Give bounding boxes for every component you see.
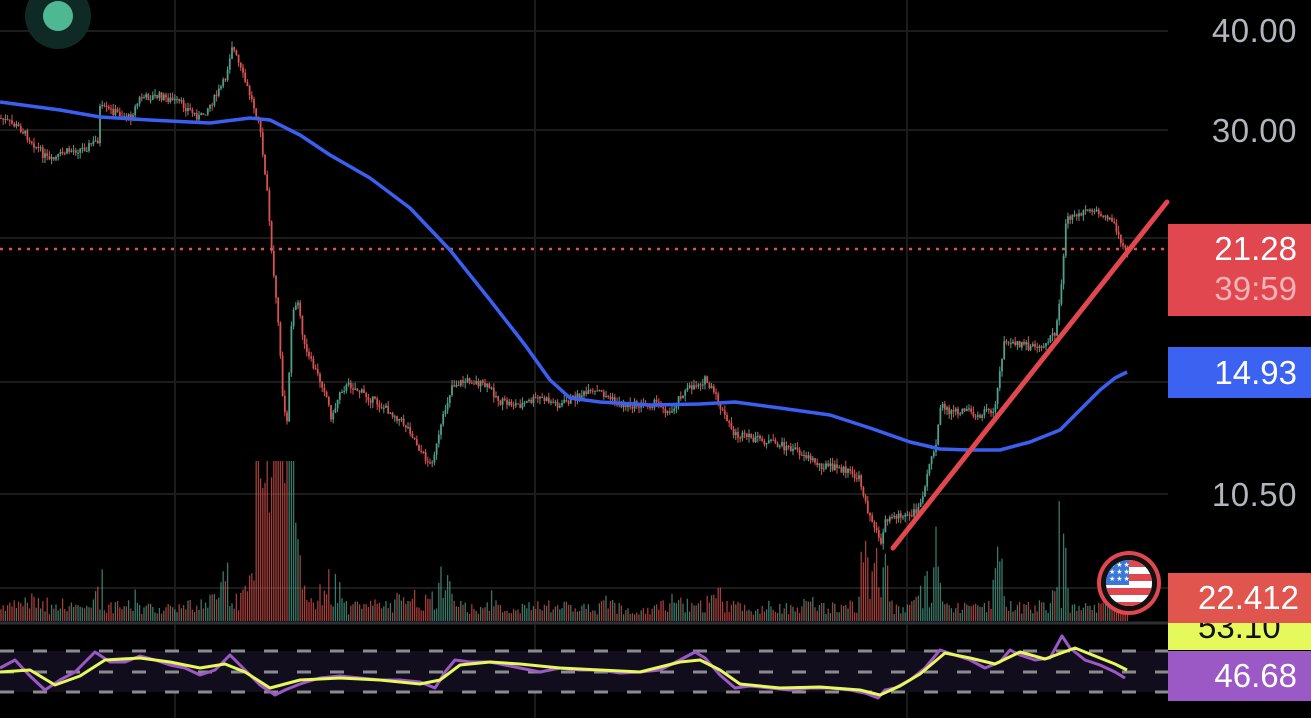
moving-average-line [0,100,1128,452]
flag-stripe [1106,574,1152,581]
axis-tick-40: 40.00 [1211,12,1297,49]
chart-grid [0,0,1168,718]
trendline-drawing[interactable] [890,199,1170,551]
rsi-ma-value-tag: 53.10 [1168,623,1311,650]
rsi-value-tag: 46.68 [1168,651,1311,701]
axis-tick-30: 30.00 [1211,112,1297,149]
ma-value-tag: 14.93 [1168,347,1311,398]
flag-stripe [1106,602,1152,606]
volume-bars [0,461,1129,621]
axis-tick-10-50: 10.50 [1211,476,1297,513]
candlestick-series [0,41,1129,550]
flag-stripe [1106,560,1152,567]
us-flag-icon: ★★★ ★★★ ★★★ [1106,560,1152,606]
last-price-value: 21.28 [1214,230,1297,267]
volume-value-tag: 22.412 [1168,573,1311,623]
status-dot-icon [43,1,73,31]
last-price-tag: 21.28 39:59 [1168,224,1311,316]
flag-stripe [1106,588,1152,595]
rsi-ma-line [0,646,1128,697]
us-flag-button[interactable]: ★★★ ★★★ ★★★ [1097,551,1161,615]
flag-stars: ★★★ ★★★ ★★★ [1106,560,1130,585]
bar-countdown: 39:59 [1214,270,1297,307]
